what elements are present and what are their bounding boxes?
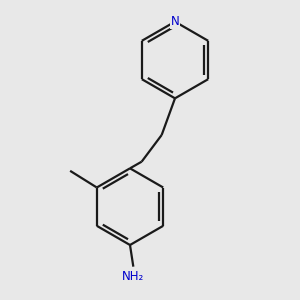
Text: N: N	[171, 15, 179, 28]
Text: NH₂: NH₂	[122, 270, 145, 283]
